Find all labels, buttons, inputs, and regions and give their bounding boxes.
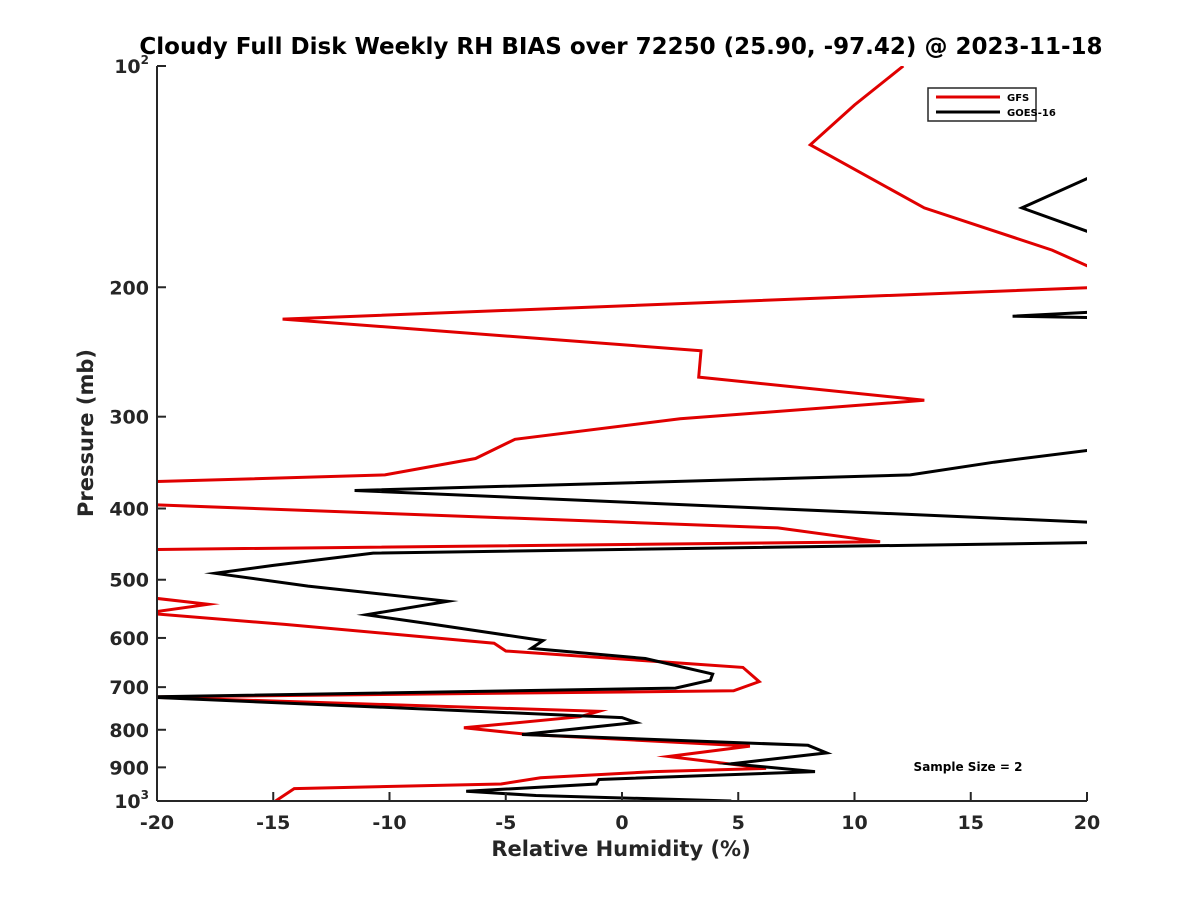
chart-title: Cloudy Full Disk Weekly RH BIAS over 722…	[139, 34, 1102, 60]
y-tick-label: 200	[109, 277, 149, 299]
y-tick-label: 600	[109, 628, 149, 650]
legend: GFS GOES-16	[927, 87, 1056, 122]
x-tick-label: -10	[372, 812, 406, 834]
legend-label: GFS	[1007, 93, 1029, 104]
y-tick-label: 300	[109, 407, 149, 429]
y-tick-label: 500	[109, 570, 149, 592]
y-tick-label: 103	[114, 788, 149, 813]
y-tick-label: 700	[109, 677, 149, 699]
x-tick-label: -20	[140, 812, 174, 834]
series-line-gfs	[157, 66, 1087, 801]
y-tick-label: 102	[114, 53, 149, 78]
x-tick-label: 10	[841, 812, 867, 834]
x-tick-label: -5	[495, 812, 516, 834]
y-tick-label: 800	[109, 720, 149, 742]
axes-layer: -20 -15 -10 -5 0 5 10 15 20 102 200 300 400 500 600 700…	[109, 53, 1100, 834]
y-tick-label: 400	[109, 499, 149, 521]
x-tick-label: 15	[958, 812, 984, 834]
series-layer	[157, 66, 1087, 801]
x-tick-label: 5	[732, 812, 745, 834]
legend-label: GOES-16	[1007, 108, 1056, 119]
y-axis-label: Pressure (mb)	[74, 349, 98, 517]
x-axis-label: Relative Humidity (%)	[491, 837, 750, 861]
series-line-goes-16	[157, 176, 1087, 801]
legend-box	[927, 87, 1037, 122]
x-tick-label: -15	[256, 812, 290, 834]
x-tick-label: 0	[615, 812, 628, 834]
y-tick-label: 900	[109, 757, 149, 779]
sample-size-annotation: Sample Size = 2	[914, 760, 1023, 774]
x-tick-label: 20	[1074, 812, 1100, 834]
